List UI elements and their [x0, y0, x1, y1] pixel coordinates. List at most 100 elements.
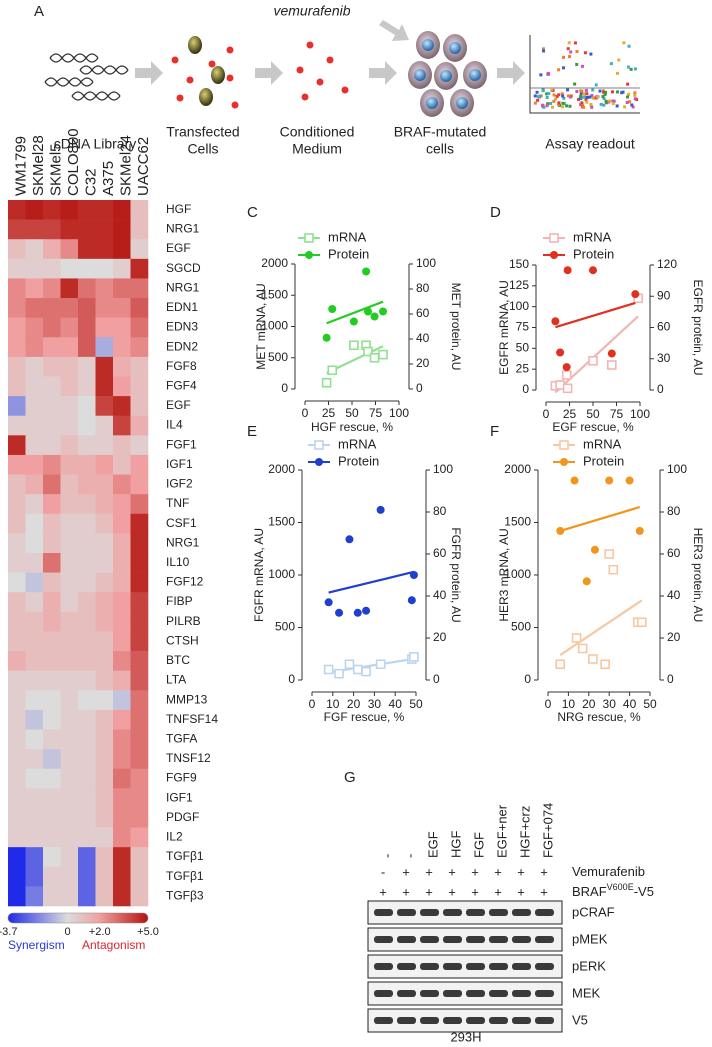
point — [327, 365, 338, 376]
blot-band — [535, 963, 554, 970]
heat-cell — [95, 768, 114, 789]
point — [361, 666, 371, 677]
row-label: FGF1 — [166, 437, 197, 451]
assay-dot — [565, 104, 569, 108]
heat-cell — [8, 788, 26, 809]
heat-cell — [95, 847, 114, 868]
heat-cell — [78, 396, 96, 417]
heat-cell — [95, 866, 114, 887]
point — [369, 352, 380, 363]
heat-cell — [130, 513, 149, 534]
x-tick-label: 40 — [389, 697, 403, 711]
y-tick-label: 1000 — [504, 567, 531, 581]
y-tick-label: 75 — [516, 320, 530, 334]
x-tick-label: 30 — [603, 697, 617, 711]
heat-cell — [43, 239, 61, 260]
heat-cell — [25, 356, 44, 377]
heat-cell — [60, 592, 79, 613]
point — [606, 360, 617, 370]
condition-label: FGF — [471, 832, 486, 858]
assay-dot — [615, 104, 619, 108]
heat-cell — [95, 298, 114, 318]
point — [577, 643, 588, 654]
row-label: IL2 — [166, 830, 183, 844]
blot-label: V5 — [572, 1012, 588, 1027]
heat-cell — [95, 317, 114, 338]
blot-frame — [367, 981, 563, 1006]
assay-dot — [582, 105, 586, 109]
x-tick-label: 75 — [610, 407, 624, 421]
heat-cell — [95, 278, 114, 299]
heat-cell — [60, 200, 79, 220]
heat-cell — [130, 592, 149, 613]
y2-tick-label: 0 — [667, 672, 674, 686]
heat-cell — [78, 278, 96, 299]
y-tick-label: 500 — [511, 620, 531, 634]
blot-band — [397, 1017, 416, 1024]
blot-band — [489, 990, 508, 997]
heat-cell — [60, 258, 79, 279]
assay-dot — [616, 90, 620, 94]
heat-cell — [113, 454, 131, 475]
assay-dot — [580, 64, 584, 68]
blot-band — [466, 963, 485, 970]
y2-axis-label: FGFR protein, AU — [449, 527, 463, 622]
blot-band — [443, 1017, 462, 1024]
heat-cell — [25, 298, 44, 318]
condition-label: - — [379, 854, 394, 858]
assay-dot — [557, 93, 561, 97]
heat-cell — [130, 651, 149, 671]
heat-cell — [130, 729, 149, 750]
heat-cell — [130, 553, 149, 573]
heat-cell — [78, 415, 96, 436]
blot-band — [466, 936, 485, 943]
blot-band — [397, 990, 416, 997]
row-label-part: V600E — [607, 882, 634, 892]
point — [362, 606, 371, 615]
assay-dot — [573, 41, 577, 45]
assay-dot — [541, 47, 545, 51]
heat-cell — [78, 729, 96, 750]
heat-cell — [95, 690, 114, 711]
assay-dot — [633, 97, 637, 101]
point — [582, 577, 591, 586]
assay-dot — [611, 102, 615, 106]
heat-cell — [95, 670, 114, 691]
heat-cell — [130, 788, 149, 809]
row-label: TGFβ1 — [166, 849, 204, 863]
point — [631, 290, 640, 299]
heat-cell — [25, 454, 44, 475]
heat-cell — [78, 592, 96, 613]
heat-cell — [60, 454, 79, 475]
y-tick-label: 500 — [275, 620, 295, 634]
heat-cell — [113, 572, 131, 593]
column-label: WM1799 — [13, 136, 30, 196]
y2-tick-label: 100 — [667, 462, 687, 476]
x-tick-label: 10 — [562, 697, 576, 711]
heat-cell — [25, 788, 44, 809]
y-tick-label: 1500 — [268, 515, 295, 529]
treatment-sign: + — [494, 864, 502, 879]
heat-cell — [43, 611, 61, 632]
step-label: Medium — [292, 141, 342, 157]
heat-cell — [78, 435, 96, 456]
heat-cell — [8, 631, 26, 652]
heat-cell — [130, 886, 149, 907]
heat-cell — [8, 611, 26, 632]
y2-tick-label: 60 — [416, 306, 430, 320]
assay-dot — [608, 99, 612, 103]
row-label: FGF8 — [166, 359, 197, 373]
legend-marker — [560, 458, 568, 466]
treatment-sign: - — [381, 864, 385, 879]
heat-cell — [8, 533, 26, 554]
heat-cell — [8, 651, 26, 671]
assay-dot — [584, 88, 588, 92]
heat-cell — [78, 690, 96, 711]
heat-cell — [130, 415, 149, 436]
heat-cell — [113, 886, 131, 907]
assay-dot — [622, 41, 626, 45]
y2-tick-label: 0 — [433, 672, 440, 686]
heat-cell — [60, 690, 79, 711]
heat-cell — [25, 749, 44, 770]
legend-marker — [559, 440, 569, 450]
